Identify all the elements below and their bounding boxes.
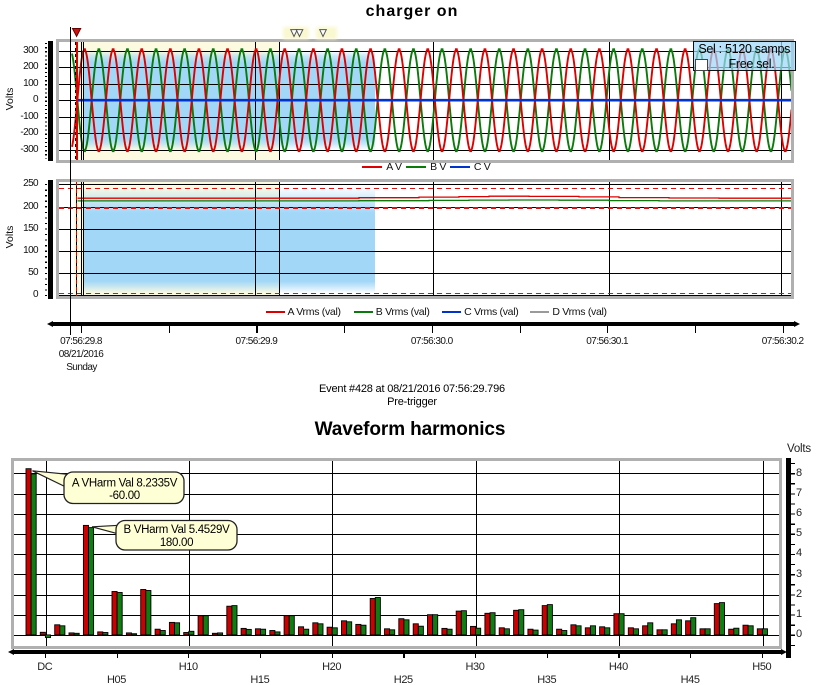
svg-text:B VHarm Val 5.4529V: B VHarm Val 5.4529V xyxy=(124,524,231,536)
svg-text:-60.00: -60.00 xyxy=(109,490,140,502)
svg-text:A VHarm Val 8.2335V: A VHarm Val 8.2335V xyxy=(72,478,178,490)
svg-text:180.00: 180.00 xyxy=(160,537,193,549)
